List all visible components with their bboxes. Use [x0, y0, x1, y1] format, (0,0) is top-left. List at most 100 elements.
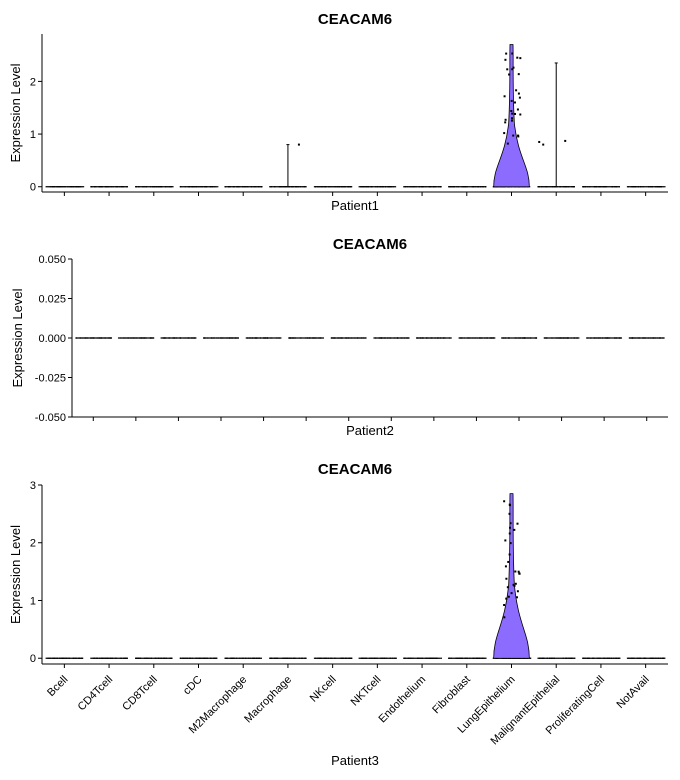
data-point [509, 526, 512, 529]
data-point [410, 657, 412, 659]
data-point [442, 337, 445, 339]
data-point [435, 657, 437, 659]
data-point [556, 337, 558, 339]
violin-cdc [203, 337, 239, 339]
data-point [163, 337, 165, 339]
data-point [233, 186, 236, 188]
data-point [644, 337, 646, 339]
data-point [135, 186, 137, 188]
data-point [64, 657, 66, 659]
data-point [381, 337, 383, 339]
data-point [50, 657, 52, 659]
data-point [319, 337, 322, 339]
data-point [602, 186, 604, 188]
data-point [468, 337, 470, 339]
data-point [440, 337, 442, 339]
data-point [273, 657, 275, 659]
data-point [606, 337, 608, 339]
data-point [70, 186, 73, 188]
data-point [378, 337, 380, 339]
data-point [482, 186, 484, 188]
data-point [583, 657, 585, 659]
data-point [466, 657, 469, 659]
data-point [649, 186, 652, 188]
data-point [392, 186, 394, 188]
data-point [56, 186, 58, 188]
data-point [224, 337, 226, 339]
data-point [216, 657, 218, 659]
data-point [587, 337, 589, 339]
data-point [125, 337, 127, 339]
data-point [518, 337, 520, 339]
data-point [563, 337, 565, 339]
data-point [466, 186, 468, 188]
panel-3 [38, 484, 668, 668]
data-point [515, 337, 517, 339]
data-point [270, 657, 273, 659]
data-point [477, 657, 479, 659]
data-point [211, 337, 213, 339]
data-point [185, 657, 187, 659]
data-point [120, 337, 122, 339]
data-point [86, 337, 88, 339]
data-point [256, 337, 259, 339]
y-axis-label: Expression Level [10, 288, 25, 387]
data-point [73, 186, 75, 188]
data-point [661, 337, 664, 339]
data-point [465, 186, 467, 188]
data-point [414, 186, 416, 188]
data-point [84, 337, 86, 339]
data-point [184, 186, 186, 188]
data-point [593, 186, 596, 188]
data-point [437, 337, 440, 339]
data-point [296, 186, 298, 188]
data-point [587, 186, 589, 188]
data-point [351, 657, 353, 659]
data-point [505, 52, 508, 55]
x-tick-label-macrophage: Macrophage [242, 674, 294, 726]
data-point [570, 657, 572, 659]
data-point [257, 657, 259, 659]
data-point [546, 337, 548, 339]
data-point [459, 657, 461, 659]
data-point [485, 657, 487, 659]
data-point [359, 337, 361, 339]
data-point [158, 657, 160, 659]
data-point [261, 186, 263, 188]
data-point [212, 657, 215, 659]
data-point [403, 657, 406, 659]
data-point [109, 657, 112, 659]
data-point [201, 186, 203, 188]
data-point [292, 657, 295, 659]
data-point [588, 657, 590, 659]
data-point [595, 337, 597, 339]
data-point [393, 337, 395, 339]
data-point [448, 657, 450, 659]
data-point [230, 657, 233, 659]
data-point [543, 657, 545, 659]
data-point [551, 657, 553, 659]
data-point [593, 337, 595, 339]
data-point [243, 186, 246, 188]
data-point [204, 186, 206, 188]
data-point [341, 657, 344, 659]
data-point [419, 186, 421, 188]
data-point [657, 186, 659, 188]
data-point [425, 657, 427, 659]
data-point [104, 337, 106, 339]
data-point [276, 657, 279, 659]
data-point [209, 657, 212, 659]
data-point [304, 337, 307, 339]
data-point [599, 337, 601, 339]
data-point [104, 186, 106, 188]
data-point [567, 186, 569, 188]
data-point [135, 337, 137, 339]
data-point [637, 186, 640, 188]
data-point [655, 337, 657, 339]
data-point [99, 186, 101, 188]
violin-cdc [179, 186, 219, 188]
data-point [605, 337, 607, 339]
data-point [560, 337, 562, 339]
data-point [549, 657, 551, 659]
data-point [239, 657, 241, 659]
